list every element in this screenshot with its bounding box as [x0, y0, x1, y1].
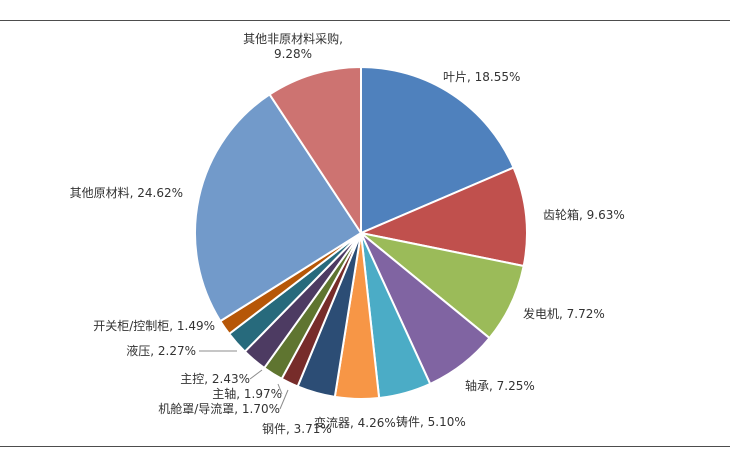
data-label-12: 其他原材料, 24.62% [70, 186, 183, 200]
data-label-9: 主控, 2.43% [180, 372, 250, 386]
data-label-0: 叶片, 18.55% [443, 70, 520, 84]
data-label-3: 轴承, 7.25% [465, 378, 535, 393]
data-label-7: 机舱罩/导流罩, 1.70% [158, 402, 280, 416]
leader-lines [199, 350, 289, 410]
data-label-13: 其他非原材料采购, 9.28% [243, 31, 343, 61]
data-label-13-line-0: 其他非原材料采购, [243, 31, 343, 46]
data-label-2: 发电机, 7.72% [523, 306, 605, 321]
leader-line-8 [277, 383, 283, 395]
data-labels: 叶片, 18.55% 齿轮箱, 9.63% 发电机, 7.72% 轴承, 7.25% 铸… [70, 31, 625, 436]
data-label-13-line-1: 9.28% [274, 47, 312, 61]
data-label-1: 齿轮箱, 9.63% [543, 207, 625, 222]
leader-line-9 [249, 369, 263, 380]
data-label-8: 主轴, 1.97% [212, 386, 282, 401]
pie-slice-13 [268, 65, 362, 237]
data-label-4: 铸件, 5.10% [396, 414, 466, 429]
data-label-5: 变流器, 4.26% [314, 415, 396, 430]
data-label-6: 钢件, 3.71% [262, 422, 332, 436]
pie-slices [194, 65, 528, 400]
data-label-10: 液压, 2.27% [126, 343, 196, 358]
pie-slice-12 [194, 93, 363, 323]
leader-line-7 [279, 389, 289, 410]
pie-slice-0 [360, 65, 515, 235]
data-label-11: 开关柜/控制柜, 1.49% [93, 319, 215, 333]
